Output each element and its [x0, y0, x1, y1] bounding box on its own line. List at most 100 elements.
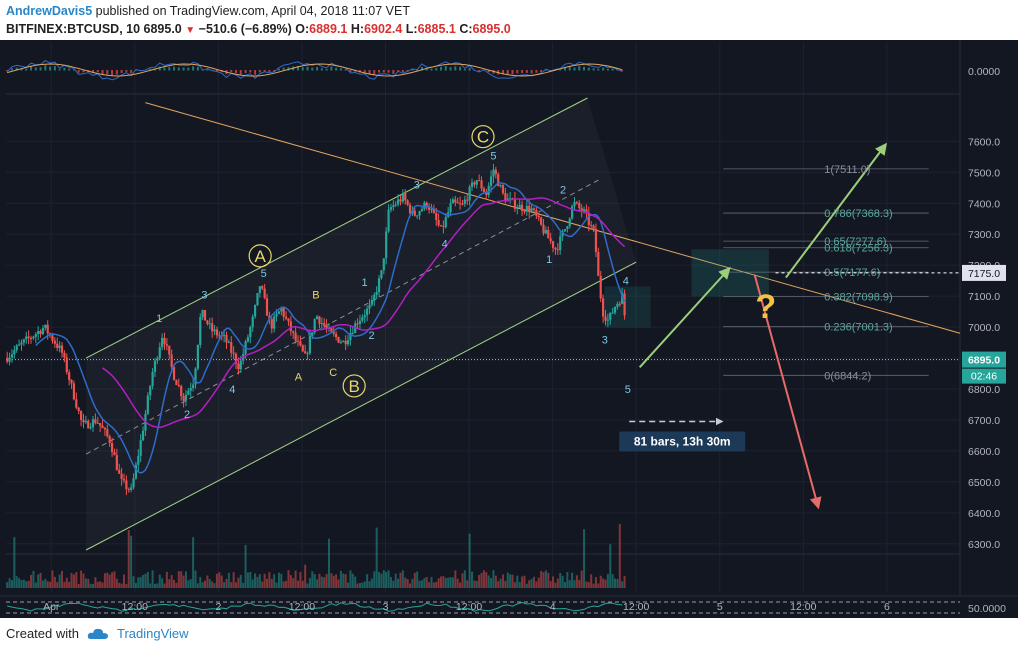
candle-body: [418, 211, 421, 216]
histogram-bar: [53, 66, 56, 71]
histogram-bar: [349, 70, 352, 73]
candle-body: [127, 489, 130, 491]
volume-bar: [10, 580, 13, 588]
volume-bar: [375, 527, 378, 588]
volume-bar: [397, 578, 400, 588]
candle-body: [578, 202, 581, 208]
volume-bar: [294, 570, 297, 588]
histogram-bar: [92, 70, 95, 74]
volume-bar: [120, 583, 123, 588]
histogram-bar: [368, 70, 371, 75]
volume-bar: [99, 581, 102, 588]
candle-body: [580, 207, 583, 212]
histogram-bar: [206, 69, 209, 71]
histogram-bar: [373, 70, 376, 76]
candle-body: [275, 313, 278, 317]
volume-bar: [387, 570, 390, 588]
histogram-bar: [435, 68, 438, 71]
volume-bar: [614, 578, 617, 588]
volume-bar: [416, 571, 419, 588]
volume-bar: [606, 574, 609, 588]
candle-body: [611, 312, 614, 314]
time-tick-label: 12:00: [790, 601, 816, 613]
candle-body: [56, 343, 59, 348]
candle-body: [413, 210, 416, 216]
fib-label: 0.618(7256.3): [824, 243, 893, 255]
candle-body: [346, 340, 350, 345]
price-tick-label: 7500.0: [968, 167, 1000, 179]
volume-bar: [96, 581, 99, 588]
histogram-bar: [463, 69, 466, 71]
candle-body: [39, 331, 42, 334]
price-tick-label: 7000.0: [968, 322, 1000, 334]
candle-body: [532, 208, 536, 210]
candle-body: [325, 325, 328, 328]
open-label: O:: [295, 22, 310, 36]
down-triangle-icon: ▼: [185, 25, 196, 36]
candle-body: [156, 358, 159, 361]
volume-bar: [563, 582, 566, 588]
volume-bar: [144, 573, 147, 588]
candle-body: [108, 436, 111, 444]
candle-body: [256, 293, 259, 306]
volume-bar: [525, 583, 528, 588]
tradingview-link[interactable]: TradingView: [116, 626, 189, 641]
volume-bar: [311, 571, 314, 588]
volume-bar: [177, 571, 180, 588]
drawings: [6, 97, 961, 551]
volume-bar: [435, 581, 438, 588]
volume-bar: [304, 564, 307, 588]
volume-bar: [473, 580, 476, 588]
histogram-bar: [468, 67, 471, 71]
volume-bar: [18, 578, 21, 588]
volume-bar: [406, 579, 409, 588]
volume-bar: [575, 575, 578, 588]
candle-body: [120, 473, 123, 479]
volume-bar: [127, 529, 130, 588]
candle-body: [473, 182, 476, 185]
candle-body: [301, 345, 304, 352]
symbol-name: BITFINEX:BTCUSD, 10: [6, 22, 141, 36]
histogram-bar: [273, 70, 276, 72]
histogram-bar: [235, 70, 238, 73]
up-arrow: [785, 142, 888, 279]
candle-body: [623, 293, 626, 316]
candle-body: [122, 478, 126, 481]
candle-body: [432, 209, 435, 214]
candle-body: [34, 334, 37, 337]
current-price-badge: [962, 351, 1006, 368]
volume-bar: [182, 575, 185, 588]
author-link[interactable]: AndrewDavis5: [6, 4, 93, 18]
candle-body: [230, 342, 233, 353]
candle-body: [41, 328, 45, 334]
volume-bar: [308, 578, 311, 588]
volume-bar: [437, 578, 440, 588]
volume-bar: [206, 575, 209, 588]
circled-wave-marker: [342, 374, 366, 398]
volume-bar: [347, 582, 350, 588]
countdown-badge: [962, 368, 1006, 384]
volume-bar: [218, 572, 221, 588]
volume-bar: [466, 580, 469, 588]
volume-bar: [158, 574, 161, 588]
wave-label: 1: [362, 277, 368, 289]
candle-body: [189, 388, 192, 391]
volume-bar: [425, 576, 428, 588]
candle-body: [361, 317, 364, 321]
volume-bar: [34, 582, 37, 588]
volume-bar: [368, 581, 371, 588]
circled-wave-marker: [248, 244, 272, 268]
volume-bar: [356, 583, 359, 588]
histogram-bar: [215, 70, 218, 72]
candle-body: [406, 200, 409, 205]
tradingview-cloud-icon: [87, 628, 108, 639]
candle-body: [313, 319, 316, 333]
volume-bar: [459, 582, 462, 588]
volume-bar: [280, 573, 283, 588]
volume-bar: [192, 537, 195, 588]
candle-body: [363, 315, 366, 318]
price-chart[interactable]: 1(7511.0) 0.786(7368.3) 0.65(7277.6)0.618(…: [0, 40, 1018, 618]
published-text: published on TradingView.com, April 04, …: [95, 4, 410, 18]
histogram-bar: [506, 70, 509, 75]
candle-body: [540, 217, 543, 225]
